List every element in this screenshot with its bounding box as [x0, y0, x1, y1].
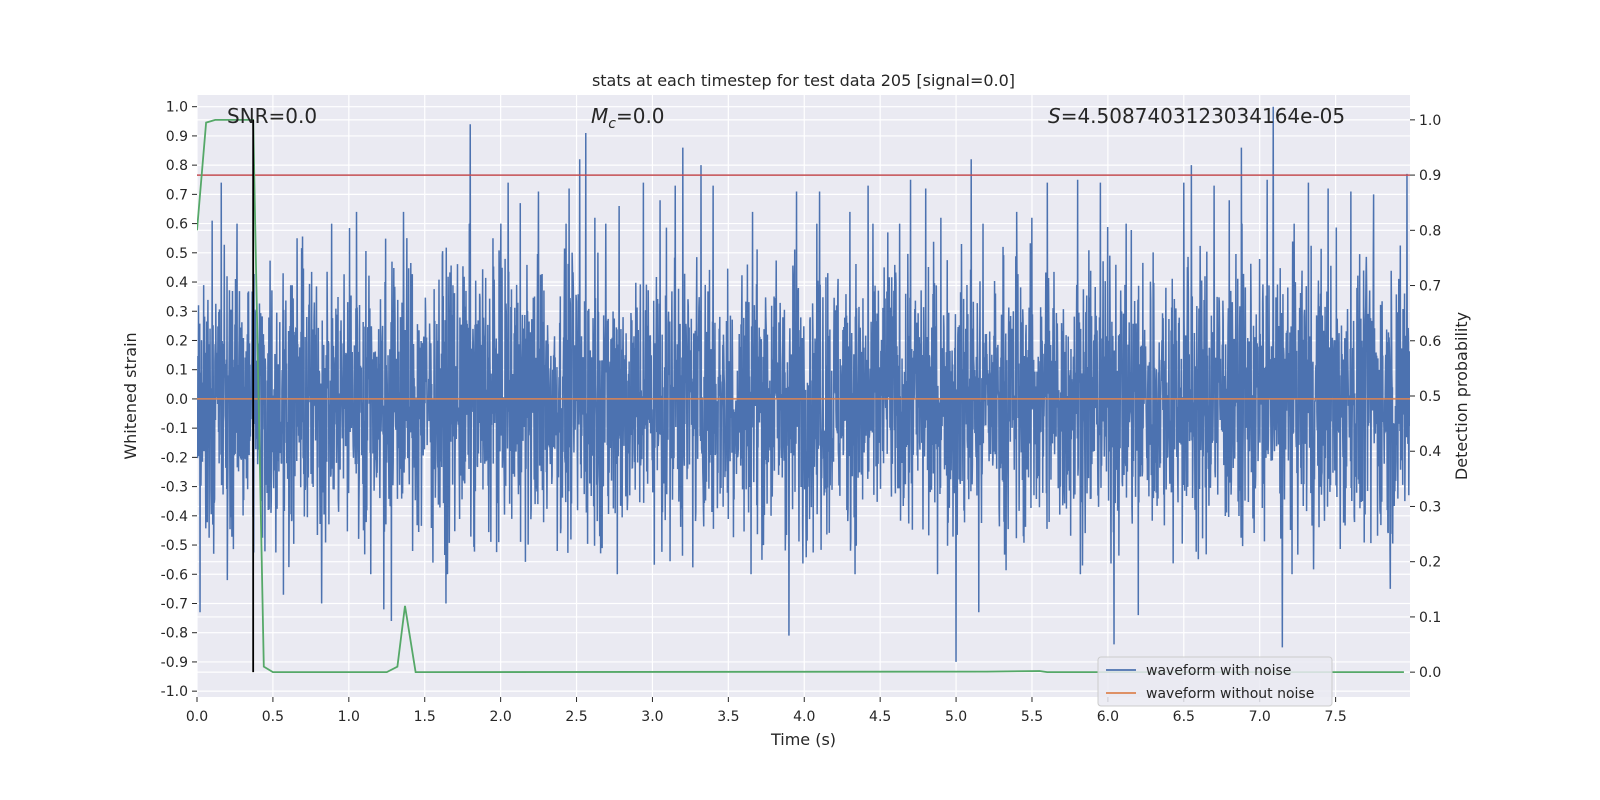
x-tick-label: 6.0 — [1097, 709, 1119, 725]
series-detection-probability — [197, 118, 1404, 674]
y2-axis-label: Detection probability — [1452, 312, 1471, 480]
y2-tick-label: 0.2 — [1419, 555, 1441, 571]
x-tick-label: 5.0 — [945, 709, 967, 725]
y-tick-label: 0.3 — [166, 304, 188, 320]
chirp-mass-subscript: c — [608, 116, 616, 132]
s-annotation: S=4.5087403123034164e-05 — [1048, 104, 1345, 128]
x-tick-label: 7.0 — [1249, 709, 1271, 725]
x-tick-label: 6.5 — [1173, 709, 1195, 725]
y-tick-label: 0.8 — [166, 158, 188, 174]
chirp-mass-value: =0.0 — [616, 104, 665, 128]
y2-tick-label: 0.4 — [1419, 444, 1441, 460]
x-axis-label: Time (s) — [770, 730, 836, 749]
x-tick-label: 4.0 — [793, 709, 815, 725]
x-tick-label: 7.5 — [1324, 709, 1346, 725]
s-value: =4.5087403123034164e-05 — [1061, 104, 1345, 128]
legend: waveform with noise waveform without noi… — [1097, 656, 1333, 707]
y-tick-label: -0.4 — [161, 509, 188, 525]
y-tick-label: -1.0 — [161, 684, 188, 700]
y-tick-label: 0.0 — [166, 392, 188, 408]
x-tick-label: 4.5 — [869, 709, 891, 725]
y-tick-label: -0.7 — [161, 596, 188, 612]
y-tick-label: -0.8 — [161, 626, 188, 642]
chart-title: stats at each timestep for test data 205… — [592, 71, 1015, 90]
y2-tick-label: 0.6 — [1419, 334, 1441, 350]
x-tick-label: 1.5 — [414, 709, 436, 725]
y-axis-label: Whitened strain — [121, 332, 140, 459]
x-tick-label: 0.0 — [186, 709, 208, 725]
y-tick-label: -0.9 — [161, 655, 188, 671]
y2-tick-label: 0.5 — [1419, 389, 1441, 405]
y2-tick-label: 0.3 — [1419, 499, 1441, 515]
legend-label-clean: waveform without noise — [1146, 686, 1314, 702]
y-tick-label: -0.3 — [161, 480, 188, 496]
x-tick-label: 3.0 — [641, 709, 663, 725]
s-symbol: S — [1048, 104, 1061, 128]
y-tick-label: 0.6 — [166, 217, 188, 233]
y-tick-label: 0.9 — [166, 129, 188, 145]
y-tick-label: 0.5 — [166, 246, 188, 262]
chirp-mass-annotation: Mc=0.0 — [591, 104, 665, 132]
y2-tick-label: 1.0 — [1419, 113, 1441, 129]
legend-box — [1097, 656, 1333, 707]
y-tick-label: 1.0 — [166, 100, 188, 116]
chirp-mass-symbol: M — [591, 104, 608, 128]
y-tick-label: -0.5 — [161, 538, 188, 554]
y2-tick-label: 0.7 — [1419, 279, 1441, 295]
x-tick-label: 2.0 — [489, 709, 511, 725]
y2-tick-label: 0.9 — [1419, 168, 1441, 184]
y-tick-label: -0.6 — [161, 567, 188, 583]
y-tick-label: -0.2 — [161, 450, 188, 466]
y2-tick-label: 0.8 — [1419, 223, 1441, 239]
x-tick-label: 5.5 — [1021, 709, 1043, 725]
y-tick-label: -0.1 — [161, 421, 188, 437]
x-tick-label: 3.5 — [717, 709, 739, 725]
y-tick-label: 0.2 — [166, 333, 188, 349]
series-waveform-with-noise — [197, 106, 1410, 662]
x-tick-label: 0.5 — [262, 709, 284, 725]
snr-annotation: SNR=0.0 — [227, 104, 317, 128]
y2-tick-label: 0.0 — [1419, 665, 1441, 681]
data-layer — [197, 106, 1410, 674]
x-tick-label: 1.0 — [338, 709, 360, 725]
axes: 0.0 0.5 1.0 1.5 2.0 2.5 3.0 3.5 4.0 4.5 5.0 5.5 6.0 6… — [161, 100, 1442, 725]
y-tick-label: 0.4 — [166, 275, 188, 291]
x-tick-label: 2.5 — [565, 709, 587, 725]
y-tick-label: 0.1 — [166, 363, 188, 379]
legend-label-noise: waveform with noise — [1146, 663, 1291, 679]
y2-tick-label: 0.1 — [1419, 610, 1441, 626]
y-tick-label: 0.7 — [166, 187, 188, 203]
